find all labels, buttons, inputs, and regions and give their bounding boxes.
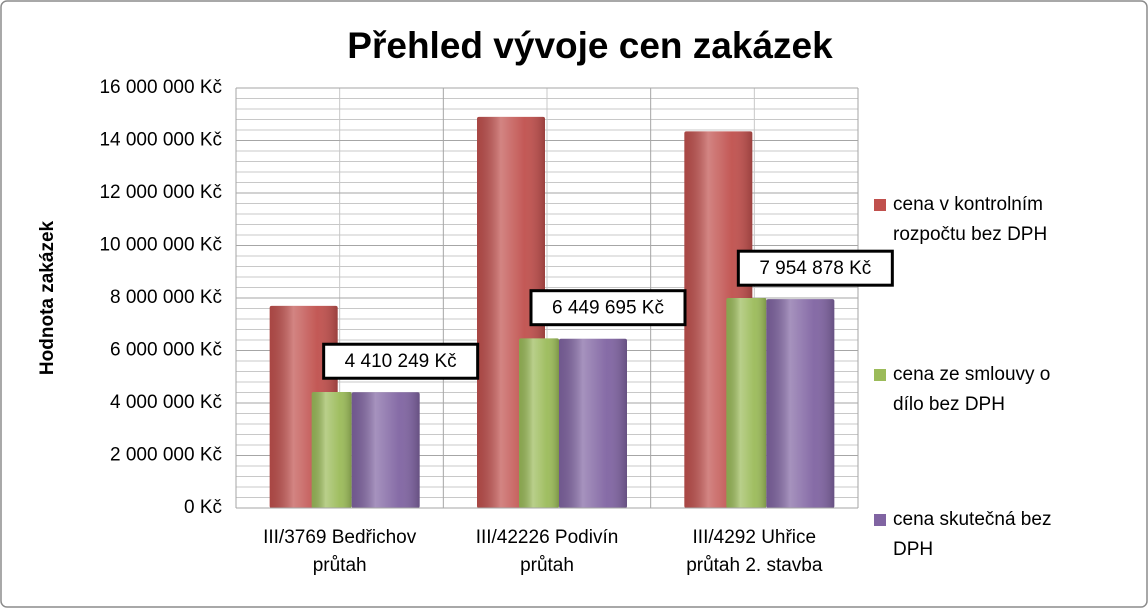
bar-shine bbox=[519, 338, 559, 508]
bar-shine bbox=[351, 392, 420, 508]
legend-label: cena v kontrolním rozpočtu bez DPH bbox=[893, 194, 1047, 245]
x-tick-label: III/3769 Bedřichov průtah bbox=[263, 527, 417, 576]
legend-swatch bbox=[874, 514, 886, 526]
data-label-box bbox=[529, 289, 687, 327]
data-label-box bbox=[736, 249, 894, 287]
legend-label: cena skutečná bez DPH bbox=[893, 509, 1051, 560]
data-label: 7 954 878 Kč bbox=[759, 258, 871, 279]
y-tick-label: 4 000 000 Kč bbox=[110, 392, 222, 413]
bar bbox=[559, 338, 627, 508]
y-tick-label: 12 000 000 Kč bbox=[99, 182, 222, 203]
y-tick-label: 6 000 000 Kč bbox=[110, 340, 222, 361]
chart-title: Přehled vývoje cen zakázek bbox=[347, 25, 833, 66]
x-tick-label: III/4292 Uhřice průtah 2. stavba bbox=[686, 527, 823, 576]
x-tick-label: III/42226 Podivín průtah bbox=[476, 527, 619, 576]
bar bbox=[519, 338, 559, 508]
y-tick-label: 0 Kč bbox=[184, 497, 222, 518]
legend-swatch bbox=[874, 199, 886, 211]
bar bbox=[726, 298, 767, 508]
data-label-box bbox=[322, 342, 480, 380]
legend-label: cena ze smlouvy o dílo bez DPH bbox=[893, 364, 1050, 415]
bar-shine bbox=[311, 391, 352, 508]
y-tick-label: 8 000 000 Kč bbox=[110, 287, 222, 308]
bar bbox=[311, 391, 352, 508]
bar bbox=[351, 392, 420, 508]
legend-swatch bbox=[874, 369, 886, 381]
y-tick-label: 2 000 000 Kč bbox=[110, 445, 222, 466]
bar bbox=[766, 299, 835, 508]
data-label: 6 449 695 Kč bbox=[552, 298, 664, 319]
y-tick-label: 14 000 000 Kč bbox=[99, 130, 222, 151]
y-axis-title: Hodnota zakázek bbox=[37, 220, 58, 375]
y-tick-label: 16 000 000 Kč bbox=[99, 77, 222, 98]
bar-shine bbox=[559, 338, 627, 508]
bar-shine bbox=[726, 298, 767, 508]
y-tick-label: 10 000 000 Kč bbox=[99, 235, 222, 256]
bar-shine bbox=[766, 299, 835, 508]
data-label: 4 410 249 Kč bbox=[345, 351, 457, 372]
